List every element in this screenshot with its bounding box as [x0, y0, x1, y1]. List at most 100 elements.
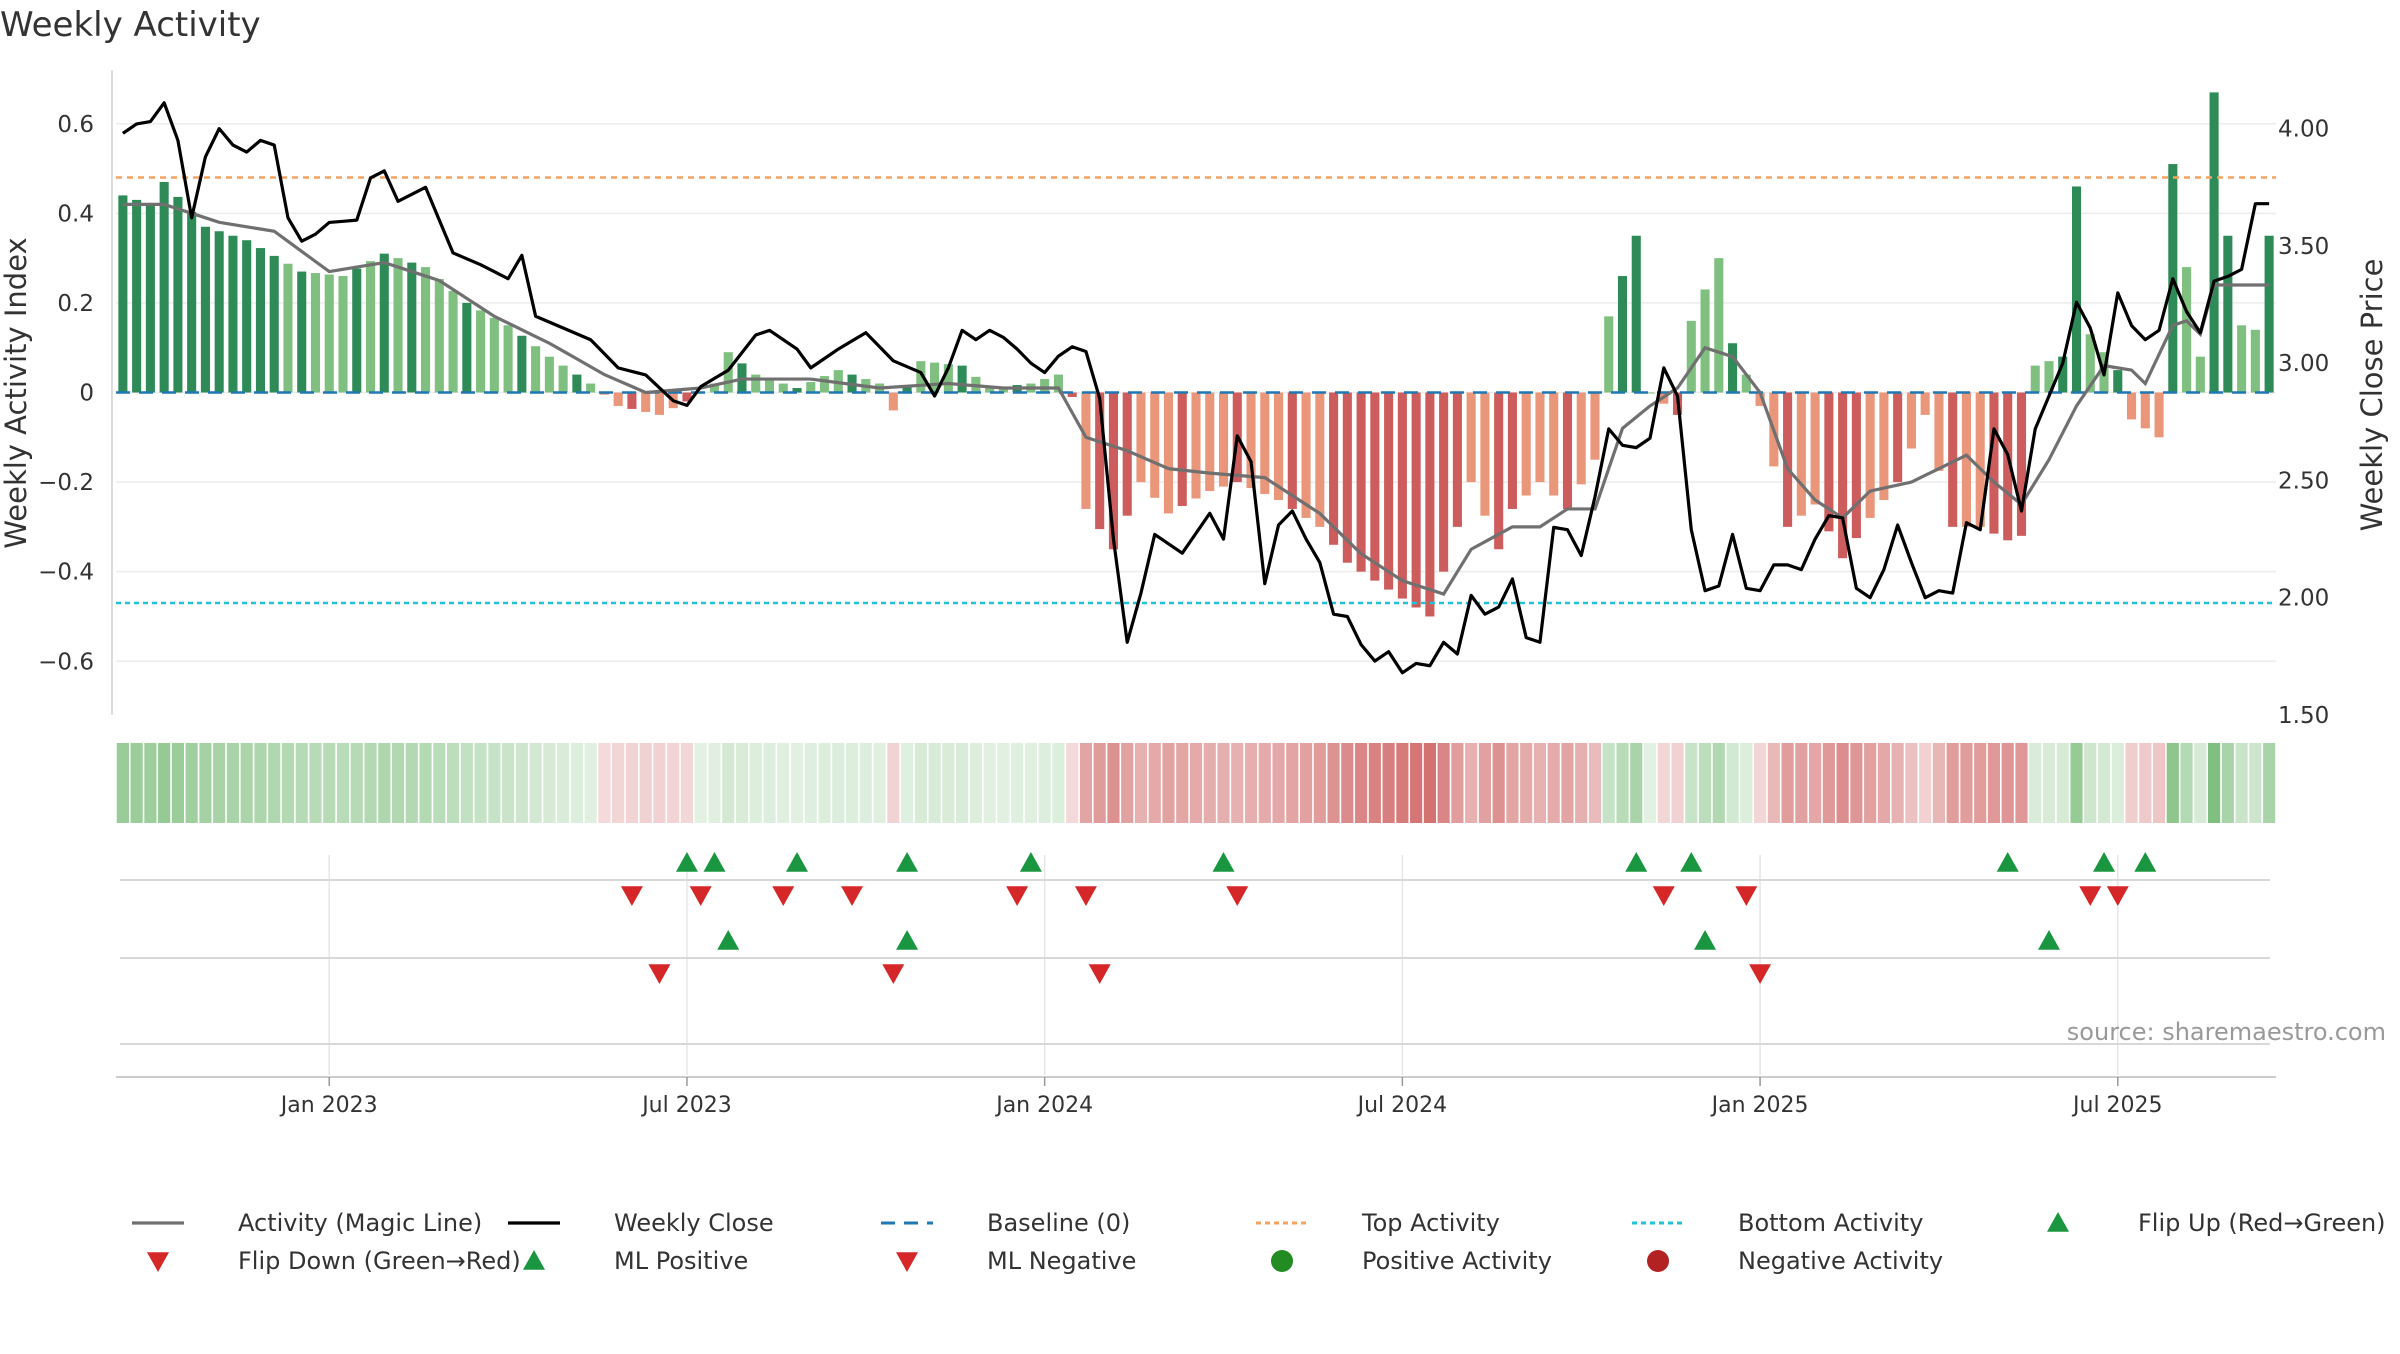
activity-bar	[916, 361, 926, 393]
y-right-tick-label: 3.00	[2278, 351, 2329, 377]
heat-cell	[1478, 743, 1491, 823]
legend-label-ml_pos: ML Positive	[614, 1247, 748, 1275]
activity-bar	[489, 317, 499, 393]
activity-bar	[627, 392, 637, 409]
flip-down-marker	[772, 886, 795, 906]
activity-bar	[1590, 392, 1600, 460]
heat-cell	[488, 743, 501, 823]
activity-bar	[1838, 392, 1848, 559]
heat-cell	[1822, 743, 1835, 823]
heat-cell	[1919, 743, 1932, 823]
activity-bar	[187, 211, 197, 393]
flip-up-marker	[1019, 852, 1042, 872]
heat-cell	[818, 743, 831, 823]
activity-bar	[2195, 356, 2205, 393]
legend-label-pos_dot: Positive Activity	[1362, 1247, 1552, 1275]
activity-bar	[242, 240, 252, 393]
activity-bars	[118, 92, 2274, 617]
heat-cell	[336, 743, 350, 823]
activity-bar	[200, 226, 210, 393]
heat-cell	[1437, 743, 1450, 823]
heat-cell	[1753, 743, 1767, 823]
flip-up-marker	[703, 852, 726, 872]
flip-down-marker	[620, 886, 643, 906]
heat-cell	[240, 743, 253, 823]
heat-cell	[2221, 743, 2234, 823]
heat-cell	[405, 743, 418, 823]
heat-cell	[1712, 743, 1725, 823]
heat-cell	[2152, 743, 2166, 823]
flip-up-marker	[2134, 852, 2157, 872]
activity-bar	[1934, 392, 1944, 471]
y-left-tick-label: 0	[79, 381, 94, 407]
activity-bar	[476, 310, 486, 393]
legend-label-baseline: Baseline (0)	[987, 1209, 1130, 1237]
heat-cell	[2070, 743, 2083, 823]
y-right-tick-label: 4.00	[2278, 117, 2329, 143]
heat-cell	[474, 743, 487, 823]
flip-up-marker	[786, 852, 809, 872]
heat-cell	[1740, 743, 1753, 823]
ml-positive-marker	[2037, 930, 2060, 950]
heat-cell	[1520, 743, 1533, 823]
heat-cell	[199, 743, 212, 823]
heat-cell	[1272, 743, 1285, 823]
heat-cell	[956, 743, 969, 823]
heat-cell	[529, 743, 542, 823]
activity-bar	[1218, 392, 1229, 487]
heat-cell	[391, 743, 405, 823]
activity-bar	[2058, 356, 2068, 393]
ml-negative-marker	[1749, 964, 1772, 984]
activity-bar	[283, 263, 293, 393]
legend-label-flip_up: Flip Up (Red→Green)	[2138, 1209, 2386, 1237]
flip-up-marker	[1996, 852, 2019, 872]
flip-down-marker	[689, 886, 712, 906]
source-note: source: sharemaestro.com	[2067, 1018, 2386, 1046]
ml-negative-marker	[882, 964, 905, 984]
activity-bar	[1040, 379, 1050, 393]
heat-cell	[1891, 743, 1904, 823]
flip-up-marker	[1680, 852, 1703, 872]
heat-cell	[694, 743, 707, 823]
legend-swatch-negative-dot	[1647, 1250, 1669, 1272]
heat-cell	[1850, 743, 1863, 823]
activity-bar	[2003, 392, 2013, 541]
activity-bar	[1549, 392, 1559, 496]
activity-bar	[819, 376, 830, 393]
flip-up-marker	[2093, 852, 2116, 872]
heat-cell	[598, 743, 611, 823]
heat-cell	[1189, 743, 1203, 823]
heat-cell	[570, 743, 583, 823]
flip-down-marker	[841, 886, 864, 906]
heat-cell	[1616, 743, 1629, 823]
activity-bar	[1452, 392, 1462, 527]
legend-swatch-flip_down	[147, 1252, 169, 1272]
activity-bar	[1342, 392, 1352, 563]
heat-cell	[1905, 743, 1918, 823]
heat-cell	[901, 743, 914, 823]
heat-cell	[1974, 743, 1987, 823]
activity-bar	[2237, 325, 2247, 393]
heat-cell	[845, 743, 859, 823]
heat-cell	[1176, 743, 1189, 823]
heat-cell	[1561, 743, 1574, 823]
activity-bar	[957, 365, 967, 393]
activity-bar	[2113, 370, 2123, 393]
heat-cell	[1024, 743, 1037, 823]
activity-bar	[930, 362, 940, 393]
heat-cell	[2001, 743, 2014, 823]
chart-title: Weekly Activity	[0, 5, 261, 45]
activity-bar	[1824, 392, 1834, 532]
activity-bar	[1411, 392, 1421, 608]
heat-cell	[1795, 743, 1808, 823]
activity-bar	[2016, 392, 2027, 536]
activity-bar	[1287, 392, 1297, 509]
heat-cell	[1506, 743, 1519, 823]
activity-bar	[888, 392, 898, 411]
x-tick-label: Jul 2024	[1356, 1093, 1448, 1118]
legend-label-ml_neg: ML Negative	[987, 1247, 1136, 1275]
heat-cell	[914, 743, 927, 823]
activity-bar	[2127, 392, 2137, 420]
activity-bar	[1989, 392, 1999, 534]
activity-bar	[132, 199, 142, 393]
